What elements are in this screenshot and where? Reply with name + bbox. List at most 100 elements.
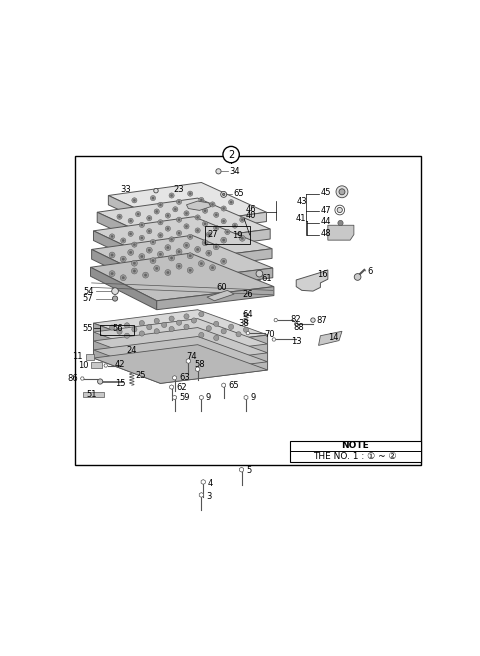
Circle shape [184, 224, 189, 229]
Circle shape [198, 260, 204, 266]
Polygon shape [92, 249, 158, 292]
Circle shape [132, 197, 137, 203]
Text: 13: 13 [290, 337, 301, 346]
Text: 59: 59 [179, 393, 190, 402]
Circle shape [184, 314, 189, 319]
Text: 56: 56 [112, 324, 123, 333]
Text: 58: 58 [195, 360, 205, 369]
Circle shape [311, 318, 315, 322]
Circle shape [128, 218, 133, 224]
Circle shape [221, 192, 227, 197]
Circle shape [167, 215, 169, 216]
Polygon shape [108, 182, 266, 225]
Circle shape [147, 216, 152, 221]
Polygon shape [94, 310, 267, 348]
Circle shape [221, 258, 227, 264]
Text: 11: 11 [72, 352, 83, 361]
Circle shape [112, 296, 118, 301]
Circle shape [128, 249, 133, 255]
Circle shape [169, 327, 174, 332]
Text: 63: 63 [179, 373, 190, 382]
Text: 10: 10 [79, 361, 89, 370]
Polygon shape [92, 236, 273, 282]
Text: 16: 16 [317, 270, 327, 279]
Circle shape [188, 234, 193, 239]
Circle shape [174, 208, 176, 211]
Circle shape [178, 218, 180, 220]
Text: 14: 14 [328, 333, 338, 342]
Circle shape [150, 258, 156, 264]
Circle shape [223, 146, 240, 163]
Circle shape [133, 199, 135, 201]
Circle shape [211, 266, 214, 269]
FancyBboxPatch shape [75, 156, 421, 465]
Circle shape [143, 272, 148, 278]
Circle shape [165, 213, 170, 218]
Circle shape [159, 234, 161, 236]
Text: 19: 19 [232, 231, 243, 240]
Circle shape [221, 329, 226, 334]
Circle shape [195, 247, 201, 253]
Circle shape [196, 248, 199, 251]
Circle shape [132, 260, 137, 266]
Text: 57: 57 [83, 294, 94, 303]
Text: 88: 88 [294, 323, 304, 332]
Polygon shape [97, 198, 270, 243]
Polygon shape [328, 225, 354, 240]
Polygon shape [91, 267, 156, 310]
Circle shape [204, 223, 206, 225]
Circle shape [170, 194, 173, 197]
Circle shape [195, 215, 200, 220]
Polygon shape [94, 327, 267, 366]
Circle shape [152, 259, 154, 262]
Circle shape [197, 230, 199, 232]
Circle shape [169, 316, 174, 321]
Circle shape [170, 256, 173, 259]
Circle shape [133, 243, 135, 245]
Polygon shape [207, 291, 234, 300]
Circle shape [228, 324, 234, 329]
Text: 65: 65 [233, 189, 244, 198]
Text: 54: 54 [83, 287, 94, 296]
Circle shape [120, 275, 126, 281]
Circle shape [152, 241, 154, 243]
Circle shape [111, 254, 113, 256]
Circle shape [187, 253, 193, 258]
Circle shape [154, 188, 158, 193]
Polygon shape [94, 319, 267, 358]
Polygon shape [94, 344, 267, 383]
Text: 41: 41 [296, 214, 306, 223]
Circle shape [243, 327, 249, 333]
Text: 2: 2 [228, 150, 234, 159]
Polygon shape [97, 213, 164, 253]
Circle shape [162, 322, 167, 327]
Circle shape [132, 327, 137, 332]
Circle shape [117, 329, 122, 335]
Circle shape [159, 253, 162, 255]
Circle shape [225, 230, 230, 235]
Circle shape [199, 333, 204, 338]
Circle shape [339, 189, 345, 195]
Circle shape [132, 268, 137, 274]
Circle shape [109, 234, 115, 239]
Circle shape [215, 227, 217, 229]
Circle shape [203, 221, 208, 226]
Text: 9: 9 [251, 393, 256, 402]
Circle shape [199, 197, 204, 203]
Circle shape [184, 324, 189, 329]
Circle shape [111, 272, 113, 275]
Circle shape [124, 323, 130, 328]
Circle shape [170, 238, 173, 241]
Circle shape [197, 216, 199, 218]
Circle shape [216, 169, 221, 174]
Circle shape [223, 207, 225, 209]
Polygon shape [108, 195, 172, 235]
Circle shape [141, 224, 143, 226]
Circle shape [156, 267, 158, 270]
Text: NOTE: NOTE [341, 441, 369, 450]
Circle shape [221, 237, 227, 243]
Circle shape [230, 201, 232, 203]
Circle shape [158, 233, 163, 238]
Circle shape [200, 199, 203, 201]
Text: 44: 44 [321, 217, 331, 226]
